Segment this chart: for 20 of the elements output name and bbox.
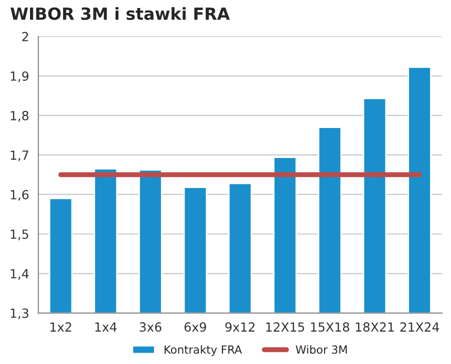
x-tick-label: 15X18 — [311, 322, 350, 332]
y-tick-label: 1,8 — [10, 110, 28, 122]
x-tick-label: 1x4 — [95, 322, 117, 332]
x-tick-label: 1x2 — [50, 322, 72, 332]
x-tick-label: 21X24 — [400, 322, 440, 332]
y-tick-label: 1,3 — [10, 308, 28, 320]
x-tick-label: 9x12 — [225, 322, 255, 332]
y-tick-label: 1,4 — [10, 269, 29, 280]
y-tick-label: 1,5 — [10, 230, 28, 240]
legend-label: Kontrakty FRA — [164, 345, 242, 356]
x-tick-label: 3x6 — [140, 322, 162, 332]
y-tick-label: 1,6 — [10, 190, 29, 201]
y-tick-label: 1,9 — [10, 71, 28, 82]
legend-label: Wibor 3M — [296, 345, 347, 354]
x-tick-label: 18X21 — [356, 322, 394, 332]
x-tick-label: 6x9 — [184, 322, 206, 332]
y-tick-label: 2 — [22, 32, 28, 42]
chart-title: WIBOR 3M i stawki FRA — [10, 7, 230, 20]
y-tick-label: 1,7 — [10, 150, 28, 162]
x-tick-label: 12X15 — [266, 322, 304, 332]
